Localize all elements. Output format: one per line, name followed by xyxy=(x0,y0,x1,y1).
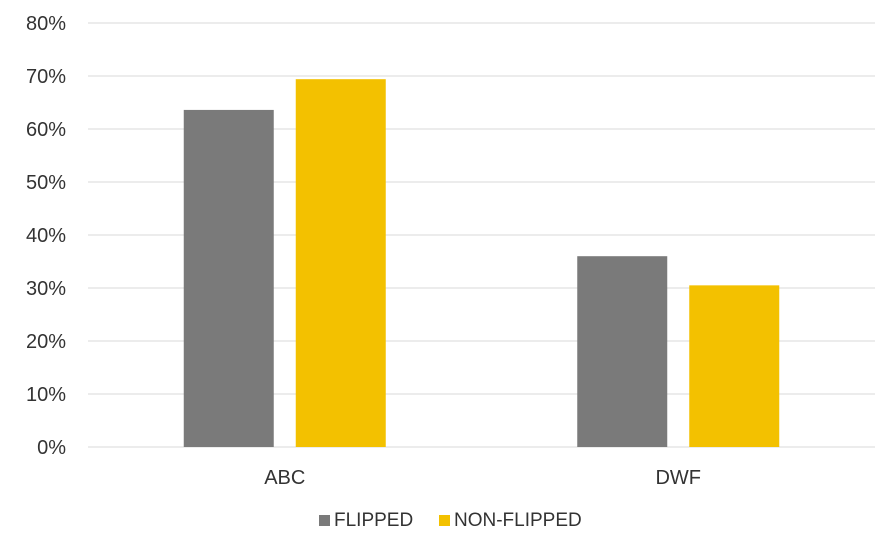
bar-flipped-dwf xyxy=(577,256,668,447)
legend-swatch-flipped xyxy=(319,515,330,526)
y-tick-label: 40% xyxy=(26,225,66,247)
legend-label: FLIPPED xyxy=(334,510,413,531)
y-tick-label: 30% xyxy=(26,278,66,300)
y-tick-label: 60% xyxy=(26,119,66,141)
legend-swatch-non-flipped xyxy=(439,515,450,526)
y-tick-label: 50% xyxy=(26,172,66,194)
bar-non-flipped-abc xyxy=(295,79,386,448)
y-tick-label: 70% xyxy=(26,66,66,88)
x-axis-labels: ABC DWF xyxy=(264,467,701,489)
legend: FLIPPED NON-FLIPPED xyxy=(319,510,582,531)
y-tick-label: 10% xyxy=(26,384,66,406)
x-category-label: ABC xyxy=(264,467,305,489)
y-tick-label: 80% xyxy=(26,13,66,35)
y-axis-ticks: 0% 10% 20% 30% 40% 50% 60% 70% 80% xyxy=(26,13,66,459)
x-category-label: DWF xyxy=(655,467,701,489)
y-tick-label: 20% xyxy=(26,331,66,353)
legend-label: NON-FLIPPED xyxy=(454,510,582,531)
bar-non-flipped-dwf xyxy=(689,285,780,447)
bars xyxy=(183,79,780,448)
bar-flipped-abc xyxy=(183,109,274,448)
y-tick-label: 0% xyxy=(37,437,66,459)
